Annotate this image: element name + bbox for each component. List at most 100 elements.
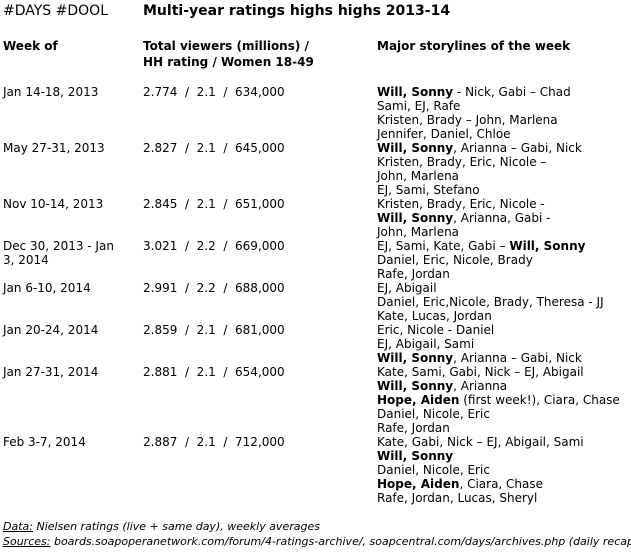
storyline: Hope, Aiden, Ciara, Chase [377,477,631,491]
ratings-cell: 3.021 / 2.2 / 669,000 [143,239,285,253]
storyline-text: Daniel, Eric, Nicole, Brady [377,253,533,267]
storyline: Will, Sonny - Nick, Gabi – Chad [377,85,631,99]
ratings-cell: 2.887 / 2.1 / 712,000 [143,435,285,449]
storyline-text: , Arianna, Gabi - [453,211,551,225]
storyline: Kristen, Brady, Eric, Nicole - [377,197,631,211]
storyline-text: Will, Sonny [377,85,454,99]
table-row: Dec 30, 2013 - Jan 3, 2014 3.021 / 2.2 / … [0,239,631,281]
week-cell: Jan 14-18, 2013 [3,85,99,99]
storyline: Hope, Aiden (first week!), Ciara, Chase [377,393,631,407]
ratings-cell: 2.774 / 2.1 / 634,000 [143,85,285,99]
header-line: HH rating / Women 18-49 [143,55,314,69]
table-row: Jan 20-24, 2014 2.859 / 2.1 / 681,000 Eric… [0,323,631,365]
week-cell: Nov 10-14, 2013 [3,197,104,211]
storylines-cell: Kate, Sami, Gabi, Nick – EJ, Abigail Will… [377,365,631,435]
storyline: Sami, EJ, Rafe [377,99,631,113]
ratings-cell: 2.991 / 2.2 / 688,000 [143,281,285,295]
storylines-cell: Kristen, Brady, Eric, Nicole - Will, Sonn… [377,197,631,239]
week-cell: Jan 27-31, 2014 [3,365,99,379]
footer: Data: Nielsen ratings (live + same day),… [3,519,631,549]
storyline: Daniel, Eric, Nicole, Brady [377,253,631,267]
storyline: Jennifer, Daniel, Chloe [377,127,631,141]
storyline: John, Marlena [377,169,631,183]
storyline: Will, Sonny, Arianna – Gabi, Nick [377,141,631,155]
footer-line: Data: Nielsen ratings (live + same day),… [3,519,631,534]
footer-label: Data: [3,520,33,533]
header-line: Major storylines of the week [377,39,571,53]
week-cell: Jan 6-10, 2014 [3,281,91,295]
storyline: Will, Sonny, Arianna, Gabi - [377,211,631,225]
storyline-text: Rafe, Jordan [377,267,450,281]
storyline: Will, Sonny [377,449,631,463]
table-row: Jan 27-31, 2014 2.881 / 2.1 / 654,000 Kate… [0,365,631,435]
ratings-cell: 2.827 / 2.1 / 645,000 [143,141,285,155]
storyline-text: EJ, Sami, Kate, Gabi – [377,239,510,253]
table-row: Nov 10-14, 2013 2.845 / 2.1 / 651,000 Kris… [0,197,631,239]
week-cell: Feb 3-7, 2014 [3,435,86,449]
storyline-text: Kristen, Brady, Eric, Nicole – [377,155,547,169]
footer-line: Sources: boards.soapoperanetwork.com/for… [3,534,631,549]
storyline-text: , Ciara, Chase [459,477,544,491]
storyline-text: Hope, Aiden [377,393,460,407]
table-row: May 27-31, 2013 2.827 / 2.1 / 645,000 Will… [0,141,631,197]
table-body: Jan 14-18, 2013 2.774 / 2.1 / 634,000 Will… [0,85,631,505]
storyline-text: Kristen, Brady, Eric, Nicole - [377,197,545,211]
storylines-cell: Will, Sonny, Arianna – Gabi, Nick Kristen… [377,141,631,197]
footer-text: Nielsen ratings (live + same day), weekl… [32,520,320,533]
storyline-text: Daniel, Nicole, Eric [377,407,490,421]
header-line: Total viewers (millions) / [143,39,309,53]
storyline-text: Will, Sonny [377,141,454,155]
storyline-text: Kate, Gabi, Nick – EJ, Abigail, Sami [377,435,584,449]
table-row: Feb 3-7, 2014 2.887 / 2.1 / 712,000 Kate, … [0,435,631,505]
storyline: Kate, Sami, Gabi, Nick – EJ, Abigail [377,365,631,379]
column-header: Major storylines of the week [377,38,570,54]
storyline-text: John, Marlena [377,169,460,183]
storylines-cell: Will, Sonny - Nick, Gabi – Chad Sami, EJ,… [377,85,631,141]
storyline-text: Will, Sonny [509,239,586,253]
storyline: EJ, Abigail [377,281,631,295]
storylines-cell: EJ, Sami, Kate, Gabi – Will, Sonny Daniel… [377,239,631,281]
storylines-cell: Kate, Gabi, Nick – EJ, Abigail, Sami Will… [377,435,631,505]
storyline: Kate, Gabi, Nick – EJ, Abigail, Sami [377,435,631,449]
table-row: Jan 14-18, 2013 2.774 / 2.1 / 634,000 Will… [0,85,631,141]
storyline-text: Rafe, Jordan [377,421,450,435]
storyline-text: Kate, Lucas, Jordan [377,309,492,323]
header-line: Week of [3,39,58,53]
storylines-cell: Eric, Nicole - Daniel EJ, Abigail, Sami Wi… [377,323,631,365]
storyline-text: Kristen, Brady – John, Marlena [377,113,558,127]
storyline: Daniel, Nicole, Eric [377,407,631,421]
storyline: EJ, Sami, Stefano [377,183,631,197]
storyline: Daniel, Nicole, Eric [377,463,631,477]
storyline-text: John, Marlena [377,225,460,239]
storyline-text: , Arianna – Gabi, Nick [453,351,582,365]
storyline-text: , Arianna [453,379,508,393]
storyline-text: EJ, Abigail [377,281,437,295]
storyline: Rafe, Jordan, Lucas, Sheryl [377,491,631,505]
ratings-cell: 2.845 / 2.1 / 651,000 [143,197,285,211]
column-header: Total viewers (millions) / HH rating / Wo… [143,38,314,70]
column-header: Week of [3,38,58,54]
storyline: EJ, Abigail, Sami [377,337,631,351]
ratings-cell: 2.881 / 2.1 / 654,000 [143,365,285,379]
storyline-text: - Nick, Gabi – Chad [453,85,571,99]
storyline-text: Rafe, Jordan, Lucas, Sheryl [377,491,538,505]
week-cell: May 27-31, 2013 [3,141,105,155]
storyline-text: Will, Sonny [377,211,454,225]
week-cell: Jan 20-24, 2014 [3,323,99,337]
storyline-text: Kate, Sami, Gabi, Nick – EJ, Abigail [377,365,584,379]
storyline-text: Will, Sonny [377,379,454,393]
storyline-text: (first week!), Ciara, Chase [459,393,620,407]
storyline-text: Will, Sonny [377,449,454,463]
storyline: Eric, Nicole - Daniel [377,323,631,337]
storyline: Daniel, Eric,Nicole, Brady, Theresa - JJ [377,295,631,309]
ratings-cell: 2.859 / 2.1 / 681,000 [143,323,285,337]
tag: #DAYS #DOOL [3,3,108,19]
storyline: Rafe, Jordan [377,267,631,281]
footer-label: Sources: [3,535,51,548]
storyline-text: Daniel, Eric,Nicole, Brady, Theresa - JJ [377,295,604,309]
storyline: John, Marlena [377,225,631,239]
storyline-text: Daniel, Nicole, Eric [377,463,490,477]
storyline: Will, Sonny, Arianna – Gabi, Nick [377,351,631,365]
footer-text: boards.soapoperanetwork.com/forum/4-rati… [50,535,631,548]
